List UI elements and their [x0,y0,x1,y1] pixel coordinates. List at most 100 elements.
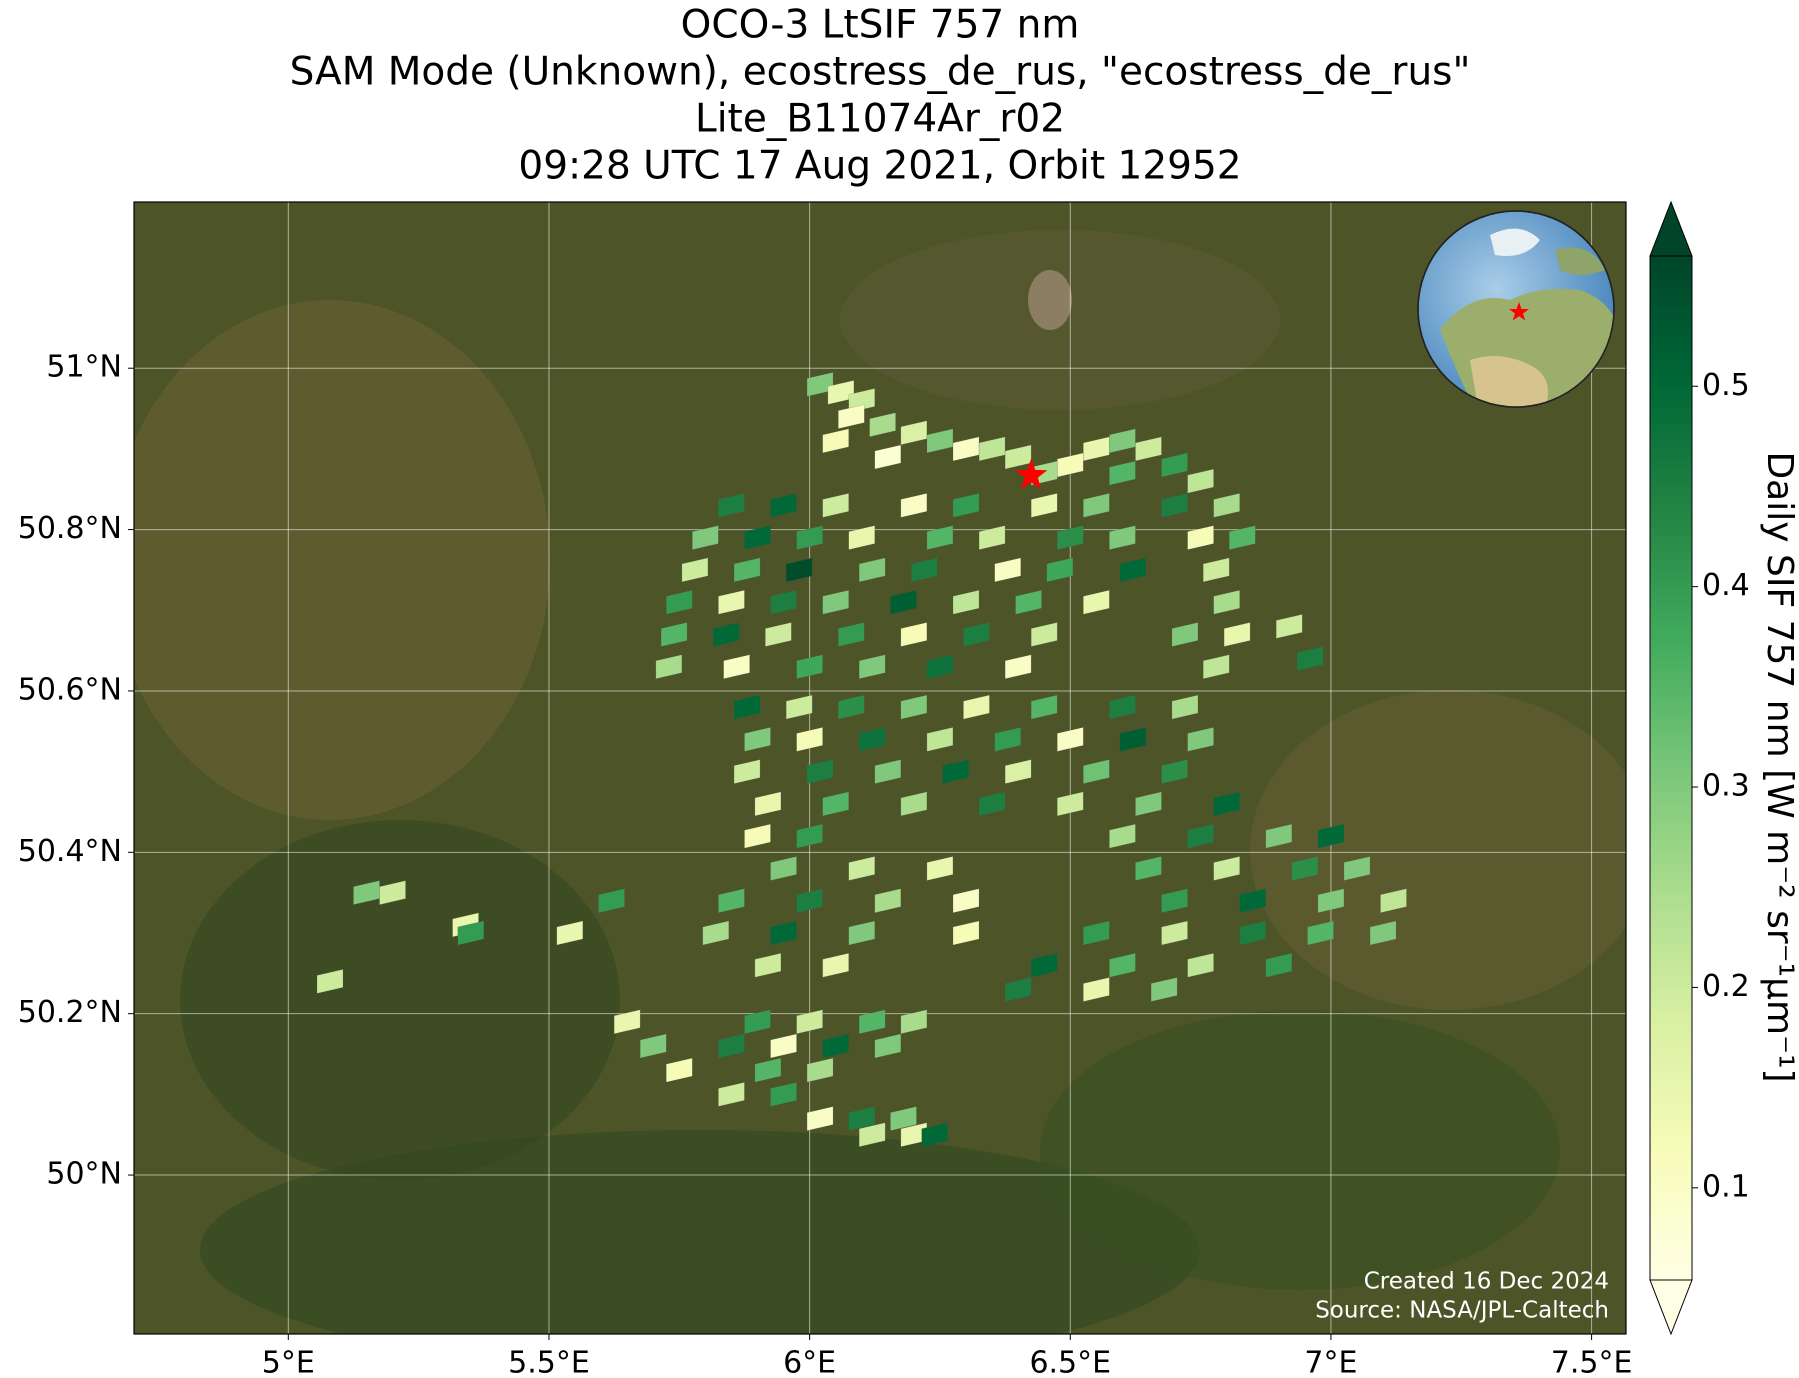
footprint [1046,557,1074,583]
footprint [874,1033,901,1059]
footprint [1161,759,1188,784]
footprint [692,525,719,550]
footprint [733,759,761,784]
created-note: Created 16 Dec 2024 [1364,1269,1609,1295]
y-tick-label: 50.2°N [18,995,122,1030]
footprint [926,654,954,679]
footprint [718,590,745,615]
title-line: Lite_B11074Ar_r02 [695,97,1065,142]
footprint [1203,557,1230,583]
footprint [1031,694,1058,720]
footprint [1380,888,1407,913]
footprint [1187,953,1214,978]
footprint [874,888,901,913]
footprint [1109,823,1136,849]
footprint [1031,622,1058,647]
footprint [1057,525,1084,550]
footprint [859,1009,886,1034]
footprint [1135,856,1162,881]
title-line: OCO-3 LtSIF 757 nm [681,3,1080,48]
footprint [744,727,771,752]
footprint [718,1033,745,1059]
footprint [379,880,406,905]
footprint [806,1057,834,1083]
footprint [666,590,693,615]
footprint [1239,920,1266,946]
title-line: SAM Mode (Unknown), ecostress_de_rus, "e… [290,50,1471,95]
y-tick-label: 50.8°N [18,511,122,546]
footprint [655,654,683,679]
footprint [848,856,875,881]
footprint [890,590,917,615]
footprint [733,694,761,720]
footprint [890,1106,917,1131]
footprint [874,759,901,784]
footprint [765,622,792,647]
footprint [1119,557,1146,583]
title-line: 09:28 UTC 17 Aug 2021, Orbit 12952 [518,144,1241,189]
footprint [1031,953,1058,978]
x-tick-label: 5°E [262,1346,315,1378]
footprint [1135,436,1162,462]
y-tick-label: 50.6°N [18,672,122,707]
footprint [1203,654,1230,679]
footprint [963,622,990,647]
x-tick-label: 5.5°E [508,1346,590,1378]
footprint [1083,920,1110,946]
footprint [702,920,729,946]
footprint [848,388,875,413]
footprint [900,1009,928,1034]
footprint [848,1106,875,1131]
footprint [1239,888,1266,913]
colorbar-frame [1649,255,1693,1281]
footprint [1150,977,1178,1002]
footprint [598,888,625,913]
plot-frame [133,201,1627,1335]
footprint [1213,856,1240,881]
footprint [822,493,849,518]
footprint [900,493,928,518]
footprint [733,557,761,583]
footprint [869,412,896,437]
footprint [952,590,980,615]
footprint [713,622,740,647]
footprint [822,1033,849,1059]
y-tick-label: 51°N [46,350,122,385]
footprint [1229,525,1256,550]
footprint [796,888,823,913]
footprint [1343,856,1371,881]
footprint [1083,493,1110,518]
footprint [718,493,745,518]
footprint [666,1057,693,1083]
footprint [1057,727,1084,752]
footprint [848,525,875,550]
footprint [1223,622,1251,647]
footprint [1083,590,1110,615]
footprint [718,1082,745,1107]
footprint [1317,823,1345,849]
footprint [838,694,865,720]
footprint [942,759,969,784]
footprint [1171,694,1199,720]
footprint [614,1009,641,1034]
footprint [1031,493,1058,518]
footprint [1083,759,1110,784]
footprint [796,1009,823,1034]
footprint [1187,823,1214,849]
globe-inset [1417,210,1615,408]
footprint [556,920,583,946]
footprint [806,1106,834,1131]
footprint [838,622,865,647]
footprint [316,969,344,994]
footprints [316,372,1407,1147]
footprint [911,557,938,583]
footprint [796,727,823,752]
footprint [900,694,928,720]
footprint [770,1082,797,1107]
footprint [660,622,688,647]
footprint [1161,452,1188,478]
footprint [859,654,886,679]
x-tick-label: 6°E [783,1346,836,1378]
